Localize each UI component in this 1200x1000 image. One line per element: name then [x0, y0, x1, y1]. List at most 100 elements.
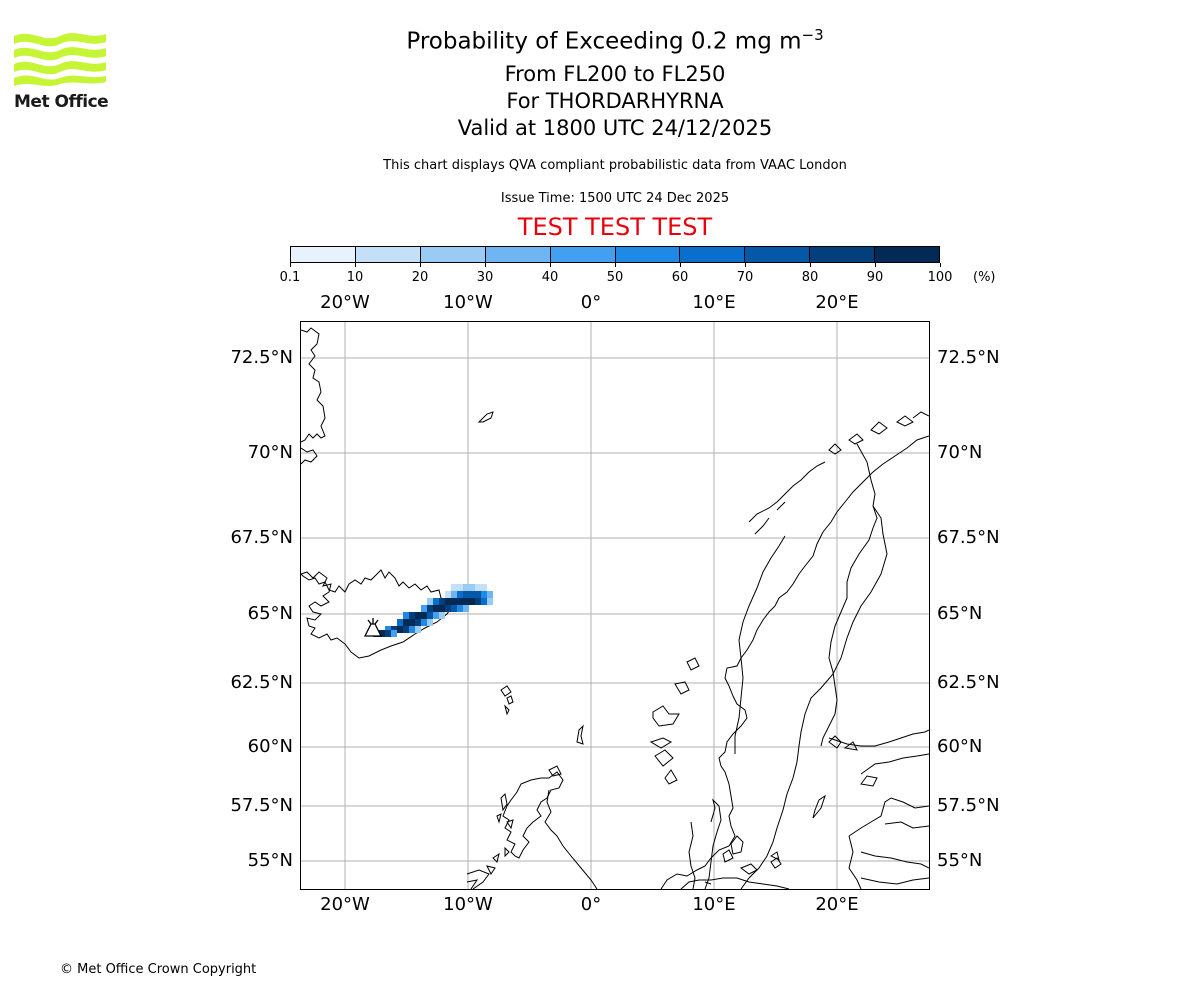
latitude-label-left: 57.5°N [230, 795, 293, 816]
colorbar-tick-label: 30 [476, 270, 494, 285]
plume-cell [409, 626, 415, 633]
latitude-label-right: 70°N [937, 442, 983, 463]
latitude-label-right: 62.5°N [937, 672, 1000, 693]
northern-ireland [466, 869, 490, 889]
colorbar-segment [615, 247, 681, 262]
latitude-label-left: 55°N [247, 850, 293, 871]
denmark-islands [739, 857, 782, 875]
north-germany [680, 877, 790, 889]
jan-mayen [477, 411, 494, 423]
colorbar-tick-label: 70 [736, 270, 754, 285]
plume-cell [433, 612, 439, 619]
met-office-logo-text: Met Office [14, 92, 109, 112]
jutland [704, 798, 722, 889]
sweden-norway-border [734, 535, 786, 754]
plume-cell [457, 591, 463, 598]
bornholm [770, 851, 780, 861]
plume-cell [385, 626, 391, 633]
plume-cell [415, 619, 421, 626]
coastlines [301, 327, 929, 889]
plume-cell [415, 626, 421, 633]
colorbar-tick-mark [810, 263, 811, 267]
saaremaa [860, 775, 878, 787]
estonia-coast [860, 753, 929, 775]
plume-cell [469, 591, 475, 598]
latitude-label-left: 70°N [247, 442, 293, 463]
plume-cell [457, 584, 463, 591]
colorbar-segment [875, 247, 940, 262]
baltic-border-2 [860, 851, 929, 869]
latitude-label-left: 62.5°N [230, 672, 293, 693]
colorbar-tick-mark [355, 263, 356, 267]
aland [828, 735, 858, 751]
chart-description: This chart displays QVA compliant probab… [383, 158, 847, 173]
colorbar-segment [485, 247, 551, 262]
latitude-label-right: 55°N [937, 850, 983, 871]
plume-cell [415, 612, 421, 619]
hebrides [496, 792, 514, 830]
plume-cell [457, 598, 463, 605]
shetland [576, 724, 584, 745]
colorbar-unit: (%) [973, 270, 996, 285]
plume-cell [397, 626, 403, 633]
plume-cell [427, 612, 433, 619]
plume-cell [427, 619, 433, 626]
longitude-label-top: 10°E [692, 292, 736, 313]
volcano-name: For THORDARHYRNA [506, 89, 724, 113]
colorbar-tick-label: 0.1 [279, 270, 301, 285]
colorbar-tick-mark [680, 263, 681, 267]
probability-colorbar [290, 246, 940, 263]
longitude-label-bottom: 20°W [320, 894, 370, 915]
plume-cell [427, 605, 433, 612]
plume-cell [451, 591, 457, 598]
plume-cell [481, 591, 487, 598]
longitude-label-top: 0° [580, 292, 602, 313]
plume-cell [463, 598, 469, 605]
plume-cell [457, 605, 463, 612]
scotland-east [544, 789, 598, 889]
longitude-label-bottom: 20°E [815, 894, 859, 915]
plume-cell [469, 584, 475, 591]
baltic-border-3 [860, 877, 929, 885]
plume-cell [421, 619, 427, 626]
colorbar-segment [745, 247, 811, 262]
plume-cell [469, 598, 475, 605]
faroe-islands [500, 685, 514, 716]
graticule [301, 322, 929, 889]
lofoten [748, 461, 826, 535]
plume-cell [379, 630, 385, 637]
latitude-label-right: 57.5°N [937, 795, 1000, 816]
orkney [548, 765, 562, 777]
plume-cell [397, 619, 403, 626]
colorbar-segment [550, 247, 616, 262]
longitude-label-top: 10°W [443, 292, 493, 313]
colorbar-tick-label: 100 [927, 270, 953, 285]
plume-cell [427, 598, 433, 605]
latitude-label-left: 67.5°N [230, 527, 293, 548]
plume-cell [433, 605, 439, 612]
colorbar-segment [355, 247, 421, 262]
plume-cell [445, 591, 451, 598]
plume-cell [487, 598, 493, 605]
volcano-icon [363, 618, 383, 637]
plume-cell [403, 626, 409, 633]
colorbar-tick-label: 50 [606, 270, 624, 285]
plume-cell [481, 598, 487, 605]
germany-border [704, 881, 712, 885]
plume-cell [451, 598, 457, 605]
chart-title: Probability of Exceeding 0.2 mg m−3 [406, 26, 824, 55]
latitude-label-left: 72.5°N [230, 347, 293, 368]
colorbar-tick-mark [875, 263, 876, 267]
test-banner: TEST TEST TEST [517, 213, 713, 241]
gotland [812, 794, 826, 819]
longitude-label-bottom: 10°E [692, 894, 736, 915]
norway-fjords [649, 657, 700, 785]
map-frame [300, 321, 930, 890]
plume-cell [439, 612, 445, 619]
greenland-coast-south [301, 447, 318, 465]
colorbar-tick-mark [420, 263, 421, 267]
plume-cell [481, 584, 487, 591]
colorbar-tick-mark [615, 263, 616, 267]
plume-cell [391, 630, 397, 637]
colorbar-tick-mark [290, 263, 291, 267]
